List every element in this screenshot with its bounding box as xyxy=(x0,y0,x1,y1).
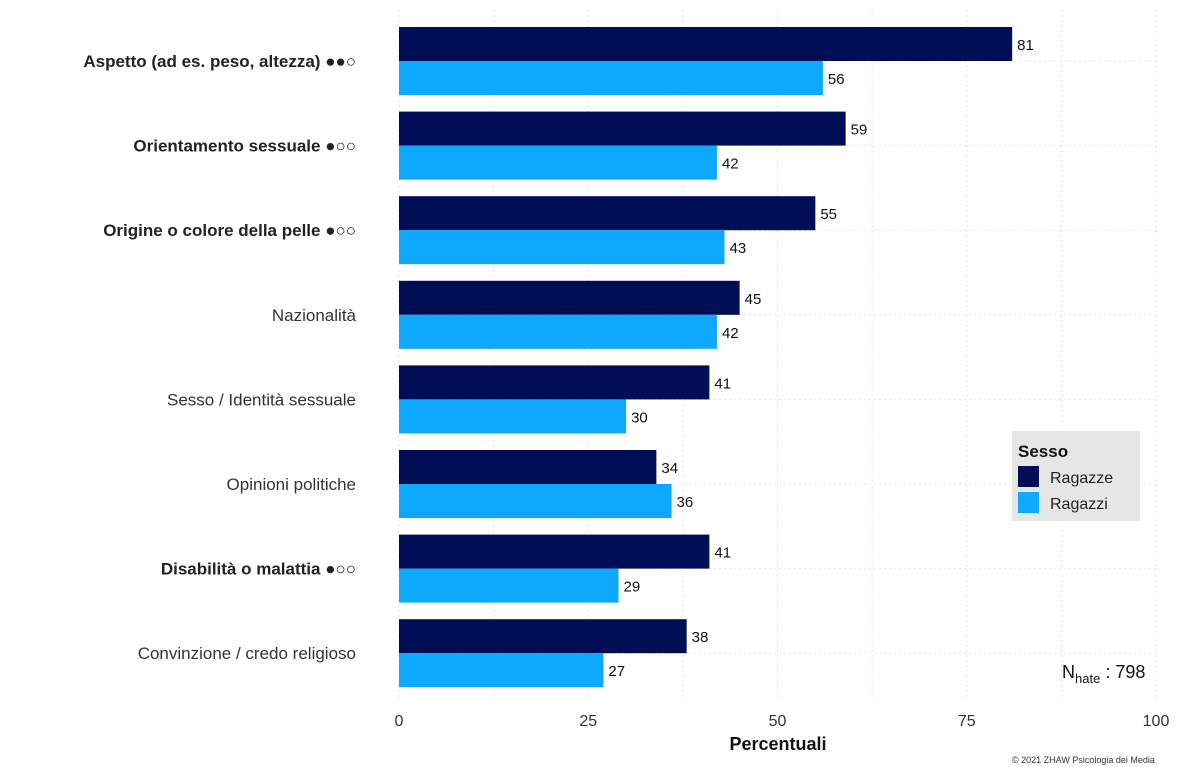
sample-size-note: Nhate : 798 xyxy=(1062,662,1145,686)
value-label-ragazzi-1: 42 xyxy=(722,156,739,173)
value-label-ragazze-7: 38 xyxy=(692,629,709,646)
category-label-5: Opinioni politiche xyxy=(227,475,356,494)
x-tick-label-100: 100 xyxy=(1143,713,1170,730)
bar-ragazzi-6 xyxy=(399,568,619,603)
value-label-ragazze-0: 81 xyxy=(1017,37,1034,54)
category-label-0: Aspetto (ad es. peso, altezza) ●●○ xyxy=(83,52,356,71)
x-tick-label-75: 75 xyxy=(958,713,976,730)
bar-ragazzi-3 xyxy=(399,314,717,349)
value-label-ragazze-6: 41 xyxy=(714,545,731,562)
bar-ragazze-1 xyxy=(399,111,846,146)
value-label-ragazze-4: 41 xyxy=(714,375,731,392)
value-label-ragazzi-7: 27 xyxy=(608,663,625,680)
bar-ragazzi-1 xyxy=(399,145,717,180)
value-label-ragazzi-0: 56 xyxy=(828,71,845,88)
bars xyxy=(399,27,1013,688)
value-label-ragazzi-2: 43 xyxy=(730,240,747,257)
copyright-notice: © 2021 ZHAW Psicologia dei Media xyxy=(1012,755,1155,765)
bar-ragazzi-0 xyxy=(399,61,823,95)
value-label-ragazze-5: 34 xyxy=(661,460,678,477)
legend-title: Sesso xyxy=(1018,442,1068,461)
value-label-ragazzi-3: 42 xyxy=(722,325,739,342)
value-label-ragazzi-5: 36 xyxy=(677,494,694,511)
bar-ragazze-7 xyxy=(399,619,687,654)
legend: Sesso Ragazze Ragazzi xyxy=(1012,431,1140,521)
category-label-4: Sesso / Identità sessuale xyxy=(167,390,356,409)
bar-ragazze-6 xyxy=(399,534,710,569)
legend-label-ragazzi: Ragazzi xyxy=(1050,496,1108,513)
value-label-ragazze-2: 55 xyxy=(820,206,837,223)
x-axis-ticks: 0 25 50 75 100 xyxy=(395,713,1170,730)
category-label-1: Orientamento sessuale ●○○ xyxy=(133,137,356,156)
category-label-6: Disabilità o malattia ●○○ xyxy=(161,560,356,579)
value-label-ragazze-3: 45 xyxy=(745,291,762,308)
value-label-ragazze-1: 59 xyxy=(851,122,868,139)
sample-size-n: N xyxy=(1062,662,1075,682)
legend-swatch-ragazzi xyxy=(1018,492,1039,513)
bar-ragazze-5 xyxy=(399,450,657,484)
bar-ragazze-2 xyxy=(399,196,816,231)
bar-ragazzi-2 xyxy=(399,230,725,265)
bar-ragazzi-4 xyxy=(399,399,627,434)
sample-size-value: : 798 xyxy=(1100,662,1145,682)
legend-swatch-ragazze xyxy=(1018,466,1039,487)
category-labels: Aspetto (ad es. peso, altezza) ●●○ Orient… xyxy=(83,52,356,663)
value-label-ragazzi-6: 29 xyxy=(624,579,641,596)
legend-label-ragazze: Ragazze xyxy=(1050,470,1113,487)
x-tick-label-25: 25 xyxy=(579,713,597,730)
x-axis-title: Percentuali xyxy=(729,734,826,754)
value-label-ragazzi-4: 30 xyxy=(631,409,648,426)
category-label-7: Convinzione / credo religioso xyxy=(138,644,356,663)
value-labels: 81 59 55 45 41 34 41 38 56 42 43 42 30 36 29 27 xyxy=(608,37,1033,680)
bar-ragazze-0 xyxy=(399,27,1013,61)
x-tick-label-50: 50 xyxy=(769,713,787,730)
sample-size-subscript: hate xyxy=(1075,671,1100,686)
bar-ragazze-3 xyxy=(399,280,740,315)
category-label-3: Nazionalità xyxy=(272,306,357,325)
bar-ragazze-4 xyxy=(399,365,710,400)
category-label-2: Origine o colore della pelle ●○○ xyxy=(103,221,356,240)
x-tick-label-0: 0 xyxy=(395,713,404,730)
bar-ragazzi-7 xyxy=(399,653,604,688)
bar-ragazzi-5 xyxy=(399,484,672,518)
